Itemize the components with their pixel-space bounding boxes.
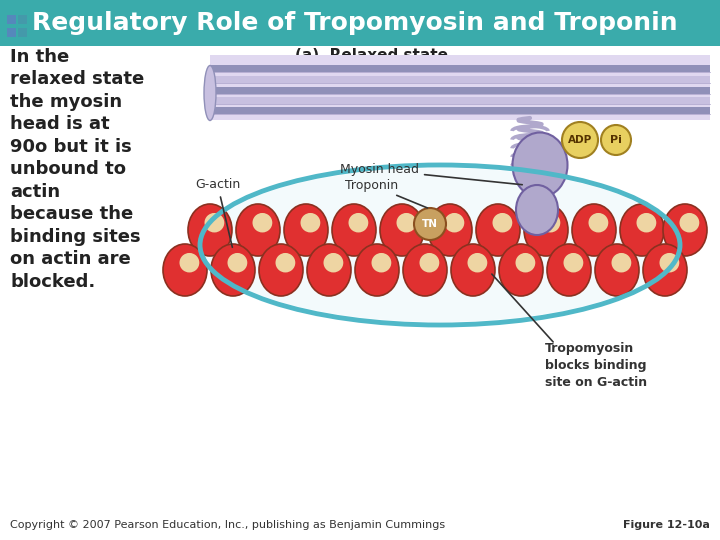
Bar: [210, 55, 710, 120]
Ellipse shape: [611, 253, 631, 273]
Ellipse shape: [228, 253, 247, 273]
Ellipse shape: [595, 244, 639, 296]
Bar: [210, 65, 710, 72]
Ellipse shape: [204, 65, 216, 120]
Text: Figure 12-10a: Figure 12-10a: [623, 520, 710, 530]
Ellipse shape: [660, 253, 679, 273]
Circle shape: [414, 208, 446, 240]
Text: TN: TN: [422, 219, 438, 229]
Ellipse shape: [203, 168, 677, 322]
Ellipse shape: [636, 213, 657, 232]
Circle shape: [562, 122, 598, 158]
Text: In the
relaxed state
the myosin
head is at
90o but it is
unbound to
actin
becaus: In the relaxed state the myosin head is …: [10, 48, 144, 291]
Text: Copyright © 2007 Pearson Education, Inc., publishing as Benjamin Cummings: Copyright © 2007 Pearson Education, Inc.…: [10, 520, 445, 530]
Bar: [18, 28, 27, 37]
Bar: [18, 15, 27, 24]
Ellipse shape: [428, 204, 472, 256]
Bar: [210, 87, 710, 94]
Ellipse shape: [492, 213, 513, 232]
Bar: [210, 76, 710, 83]
Ellipse shape: [380, 204, 424, 256]
Ellipse shape: [643, 244, 687, 296]
Ellipse shape: [355, 244, 399, 296]
Bar: [210, 107, 710, 114]
Ellipse shape: [179, 253, 199, 273]
Text: Myosin head: Myosin head: [340, 164, 522, 185]
Ellipse shape: [499, 244, 543, 296]
Circle shape: [601, 125, 631, 155]
Text: Tropomyosin
blocks binding
site on G-actin: Tropomyosin blocks binding site on G-act…: [545, 342, 647, 389]
Ellipse shape: [588, 213, 608, 232]
Ellipse shape: [620, 204, 664, 256]
Ellipse shape: [541, 213, 560, 232]
Ellipse shape: [451, 244, 495, 296]
Ellipse shape: [236, 204, 280, 256]
Bar: [7, 28, 16, 37]
Ellipse shape: [663, 204, 707, 256]
Ellipse shape: [516, 185, 558, 235]
Text: Regulatory Role of Tropomyosin and Troponin: Regulatory Role of Tropomyosin and Tropo…: [32, 11, 678, 35]
Ellipse shape: [323, 253, 343, 273]
Ellipse shape: [403, 244, 447, 296]
Bar: [7, 15, 16, 24]
Ellipse shape: [680, 213, 699, 232]
Ellipse shape: [211, 244, 255, 296]
Ellipse shape: [397, 213, 416, 232]
Ellipse shape: [276, 253, 295, 273]
Ellipse shape: [253, 213, 272, 232]
Ellipse shape: [572, 204, 616, 256]
Ellipse shape: [300, 213, 320, 232]
Ellipse shape: [444, 213, 464, 232]
Ellipse shape: [348, 213, 369, 232]
Ellipse shape: [524, 204, 568, 256]
Text: G-actin: G-actin: [195, 179, 240, 247]
Ellipse shape: [513, 132, 567, 198]
Ellipse shape: [516, 253, 535, 273]
Text: Troponin: Troponin: [345, 179, 428, 208]
Ellipse shape: [307, 244, 351, 296]
Text: ADP: ADP: [568, 135, 592, 145]
Ellipse shape: [332, 204, 376, 256]
Text: (a)  Relaxed state: (a) Relaxed state: [295, 48, 448, 63]
Ellipse shape: [564, 253, 583, 273]
Ellipse shape: [204, 213, 225, 232]
Ellipse shape: [420, 253, 439, 273]
Bar: [0, 0, 720, 46]
Ellipse shape: [284, 204, 328, 256]
Ellipse shape: [372, 253, 391, 273]
Ellipse shape: [163, 244, 207, 296]
Ellipse shape: [259, 244, 303, 296]
Ellipse shape: [467, 253, 487, 273]
Text: Pi: Pi: [610, 135, 622, 145]
Ellipse shape: [188, 204, 232, 256]
Ellipse shape: [476, 204, 520, 256]
Ellipse shape: [547, 244, 591, 296]
Bar: [210, 97, 710, 104]
